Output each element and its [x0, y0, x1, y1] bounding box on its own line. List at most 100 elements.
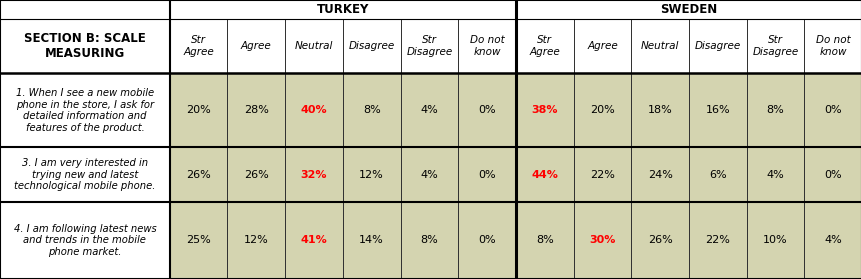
Text: Neutral: Neutral: [294, 41, 333, 51]
Bar: [227, 147, 285, 202]
Bar: [630, 147, 688, 202]
Bar: [630, 73, 688, 147]
Text: Str
Agree: Str Agree: [183, 35, 214, 57]
Bar: [285, 19, 343, 73]
Bar: [285, 202, 343, 279]
Bar: [0, 0, 170, 19]
Bar: [803, 73, 861, 147]
Text: 1. When I see a new mobile
phone in the store, I ask for
detailed information an: 1. When I see a new mobile phone in the …: [15, 88, 154, 133]
Text: 20%: 20%: [186, 105, 211, 115]
Bar: [803, 73, 861, 147]
Bar: [746, 73, 803, 147]
Bar: [0, 0, 170, 19]
Bar: [400, 73, 458, 147]
Bar: [343, 19, 400, 73]
Bar: [803, 19, 861, 73]
Bar: [803, 147, 861, 202]
Bar: [573, 73, 630, 147]
Bar: [630, 202, 688, 279]
Bar: [573, 202, 630, 279]
Text: 38%: 38%: [531, 105, 557, 115]
Bar: [458, 73, 515, 147]
Text: 8%: 8%: [765, 105, 784, 115]
Text: 10%: 10%: [762, 235, 787, 245]
Bar: [0, 147, 170, 202]
Bar: [515, 202, 573, 279]
Bar: [688, 73, 746, 147]
Bar: [400, 73, 458, 147]
Text: Str
Disagree: Str Disagree: [752, 35, 797, 57]
Bar: [227, 19, 285, 73]
Bar: [170, 202, 227, 279]
Bar: [515, 202, 573, 279]
Bar: [573, 202, 630, 279]
Text: 0%: 0%: [478, 105, 495, 115]
Text: 8%: 8%: [536, 235, 553, 245]
Bar: [746, 202, 803, 279]
Bar: [458, 147, 515, 202]
Bar: [630, 73, 688, 147]
Bar: [630, 147, 688, 202]
Bar: [515, 147, 573, 202]
Bar: [515, 19, 573, 73]
Bar: [343, 147, 400, 202]
Bar: [458, 147, 515, 202]
Bar: [170, 73, 227, 147]
Text: Do not
know: Do not know: [469, 35, 504, 57]
Bar: [170, 19, 227, 73]
Bar: [285, 202, 343, 279]
Bar: [170, 0, 515, 19]
Bar: [0, 202, 170, 279]
Text: 41%: 41%: [300, 235, 327, 245]
Text: 4. I am following latest news
and trends in the mobile
phone market.: 4. I am following latest news and trends…: [14, 224, 156, 257]
Bar: [343, 202, 400, 279]
Text: 44%: 44%: [530, 170, 558, 179]
Bar: [515, 147, 573, 202]
Bar: [573, 19, 630, 73]
Bar: [400, 19, 458, 73]
Bar: [688, 19, 746, 73]
Text: SECTION B: SCALE
MEASURING: SECTION B: SCALE MEASURING: [24, 32, 146, 60]
Text: SWEDEN: SWEDEN: [660, 3, 716, 16]
Bar: [458, 202, 515, 279]
Text: 0%: 0%: [478, 235, 495, 245]
Text: 18%: 18%: [647, 105, 672, 115]
Bar: [746, 19, 803, 73]
Bar: [285, 147, 343, 202]
Text: 4%: 4%: [765, 170, 784, 179]
Text: 8%: 8%: [420, 235, 437, 245]
Bar: [0, 19, 170, 73]
Bar: [630, 19, 688, 73]
Text: 4%: 4%: [823, 235, 841, 245]
Bar: [0, 202, 170, 279]
Text: Agree: Agree: [586, 41, 617, 51]
Text: 16%: 16%: [704, 105, 729, 115]
Text: 24%: 24%: [647, 170, 672, 179]
Bar: [573, 19, 630, 73]
Bar: [0, 147, 170, 202]
Bar: [803, 202, 861, 279]
Bar: [227, 202, 285, 279]
Bar: [0, 73, 170, 147]
Bar: [170, 0, 515, 19]
Bar: [688, 202, 746, 279]
Bar: [458, 19, 515, 73]
Bar: [573, 147, 630, 202]
Bar: [630, 19, 688, 73]
Bar: [746, 147, 803, 202]
Text: 22%: 22%: [704, 235, 729, 245]
Text: 0%: 0%: [823, 105, 841, 115]
Bar: [803, 147, 861, 202]
Bar: [343, 147, 400, 202]
Bar: [285, 19, 343, 73]
Bar: [803, 19, 861, 73]
Bar: [573, 73, 630, 147]
Text: 4%: 4%: [420, 170, 437, 179]
Text: Do not
know: Do not know: [815, 35, 850, 57]
Bar: [170, 19, 227, 73]
Text: 0%: 0%: [823, 170, 841, 179]
Bar: [285, 147, 343, 202]
Bar: [170, 73, 227, 147]
Text: 26%: 26%: [244, 170, 269, 179]
Bar: [458, 73, 515, 147]
